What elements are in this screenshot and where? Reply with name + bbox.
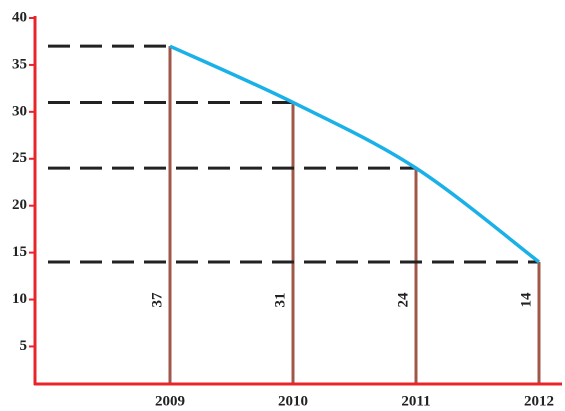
- value-label: 31: [272, 293, 288, 308]
- value-label: 14: [518, 292, 534, 308]
- y-tick-label: 35: [12, 56, 27, 72]
- y-tick-label: 15: [12, 244, 27, 260]
- x-tick-label: 2010: [278, 393, 308, 409]
- y-tick-label: 40: [12, 9, 27, 25]
- value-label: 24: [395, 292, 411, 308]
- y-tick-label: 30: [12, 103, 27, 119]
- x-tick-label: 2009: [155, 393, 185, 409]
- line: [169, 44, 541, 264]
- y-tick-label: 10: [12, 291, 27, 307]
- y-tick-label: 20: [12, 197, 27, 213]
- value-label: 37: [149, 292, 165, 308]
- y-tick-label: 5: [20, 338, 28, 354]
- x-tick-label: 2012: [524, 393, 554, 409]
- x-tick-label: 2011: [401, 393, 430, 409]
- y-tick-label: 25: [12, 150, 27, 166]
